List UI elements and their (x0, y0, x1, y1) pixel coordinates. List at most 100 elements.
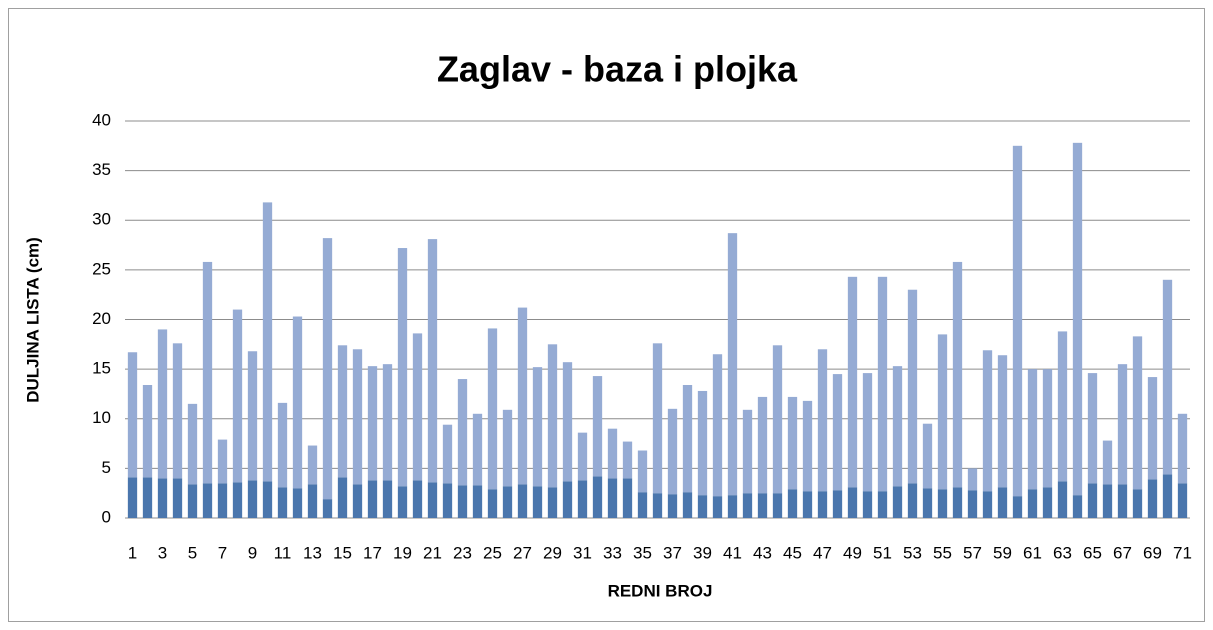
x-tick-label: 31 (573, 543, 592, 562)
bar-segment (337, 477, 348, 518)
bar-segment (202, 261, 213, 484)
x-tick-label: 1 (128, 543, 137, 562)
bar-segment (562, 481, 573, 518)
bar-segment (1042, 369, 1053, 488)
y-tick-label: 20 (92, 309, 111, 328)
x-tick-label: 55 (933, 543, 952, 562)
bar-segment (877, 276, 888, 492)
y-tick-label: 25 (92, 259, 111, 278)
bar-segment (127, 352, 138, 478)
bar-segment (697, 390, 708, 496)
bar-segment (667, 408, 678, 495)
bar-segment (1042, 487, 1053, 518)
bar-segment (847, 276, 858, 488)
bar-segment (307, 445, 318, 485)
bar-segment (652, 343, 663, 494)
bar-segment (397, 486, 408, 518)
bar-segment (232, 309, 243, 483)
bar-segment (742, 493, 753, 518)
bar-segment (1057, 331, 1068, 482)
bar-segment (1072, 495, 1083, 518)
bar-segment (997, 355, 1008, 488)
bar-segment (322, 238, 333, 500)
bar-segment (532, 367, 543, 487)
chart-border (8, 8, 1205, 622)
bar-segment (382, 480, 393, 518)
y-tick-label: 5 (102, 458, 111, 477)
x-tick-label: 25 (483, 543, 502, 562)
y-tick-label: 0 (102, 507, 111, 526)
bar-segment (457, 485, 468, 518)
bar-segment (967, 468, 978, 491)
bar-segment (517, 307, 528, 485)
bar-segment (577, 432, 588, 481)
y-tick-label: 30 (92, 210, 111, 229)
bar-segment (157, 329, 168, 479)
x-tick-label: 15 (333, 543, 352, 562)
bar-segment (892, 366, 903, 487)
bar-segment (817, 491, 828, 518)
bar-segment (652, 493, 663, 518)
y-tick-label: 40 (92, 110, 111, 129)
x-tick-label: 35 (633, 543, 652, 562)
x-tick-label: 51 (873, 543, 892, 562)
bar-segment (742, 409, 753, 494)
bar-segment (352, 484, 363, 518)
bar-segment (1027, 369, 1038, 490)
x-tick-label: 27 (513, 543, 532, 562)
bar-segment (427, 482, 438, 518)
bar-segment (727, 495, 738, 518)
bar-segment (937, 334, 948, 490)
bar-segment (787, 489, 798, 518)
bar-segment (1177, 413, 1188, 484)
bar-segment (592, 376, 603, 477)
x-tick-label: 33 (603, 543, 622, 562)
bar-segment (502, 409, 513, 487)
bar-segment (712, 354, 723, 497)
bar-segment (187, 403, 198, 485)
bar-segment (1117, 364, 1128, 485)
bar-segment (307, 484, 318, 518)
x-tick-label: 49 (843, 543, 862, 562)
x-tick-label: 39 (693, 543, 712, 562)
bar-segment (832, 490, 843, 518)
x-tick-label: 61 (1023, 543, 1042, 562)
bar-segment (472, 485, 483, 518)
bar-segment (922, 423, 933, 489)
bar-segment (607, 478, 618, 518)
x-tick-label: 59 (993, 543, 1012, 562)
x-tick-label: 11 (274, 543, 292, 562)
bar-segment (607, 428, 618, 479)
x-tick-label: 17 (363, 543, 382, 562)
bar-segment (967, 490, 978, 518)
x-tick-label: 9 (248, 543, 257, 562)
bar-segment (1087, 373, 1098, 484)
bar-segment (262, 202, 273, 482)
x-tick-label: 5 (188, 543, 197, 562)
bar-segment (847, 487, 858, 518)
bar-segment (1147, 377, 1158, 480)
bar-segment (862, 373, 873, 492)
y-axis-label: DULJINA LISTA (cm) (23, 237, 42, 403)
bar-segment (382, 364, 393, 481)
x-tick-label: 67 (1113, 543, 1132, 562)
bar-segment (277, 402, 288, 488)
bar-segment (832, 374, 843, 491)
bar-segment (1027, 489, 1038, 518)
bar-segment (367, 480, 378, 518)
bar-segment (937, 489, 948, 518)
bar-segment (217, 439, 228, 484)
bar-segment (787, 396, 798, 490)
bar-segment (427, 239, 438, 483)
bar-segment (412, 480, 423, 518)
bar-segment (877, 491, 888, 518)
x-tick-label: 53 (903, 543, 922, 562)
bar-segment (1132, 336, 1143, 490)
bar-segment (142, 477, 153, 518)
bar-segment (862, 491, 873, 518)
bar-segment (1012, 496, 1023, 518)
x-tick-label: 63 (1053, 543, 1072, 562)
bar-segment (412, 333, 423, 481)
bar-segment (1162, 279, 1173, 475)
